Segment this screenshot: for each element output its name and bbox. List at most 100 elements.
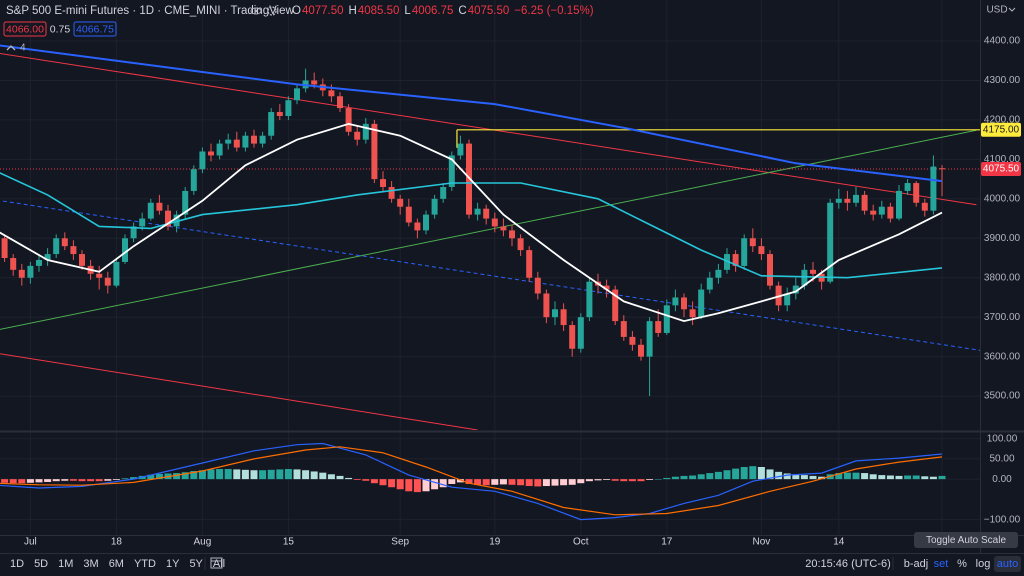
calendar-icon[interactable] (210, 557, 223, 569)
macd-histogram-bar (276, 469, 284, 480)
range-button[interactable]: 5Y (189, 558, 203, 570)
macd-histogram-bar (620, 479, 628, 482)
candle-body (182, 190, 189, 215)
percent-toggle[interactable]: % (957, 558, 967, 570)
macd-histogram-bar (9, 479, 17, 484)
candle-body (139, 218, 146, 227)
candle-body (655, 321, 662, 333)
session-toggle[interactable]: set (934, 558, 949, 570)
spread: 0.75 (50, 23, 71, 35)
range-button[interactable]: 3M (83, 558, 98, 570)
macd-histogram-bar (345, 477, 353, 480)
candle-body (233, 139, 240, 148)
candle-body (440, 186, 447, 199)
candle-body (448, 155, 455, 187)
macd-histogram-bar (370, 479, 378, 484)
candle-body (681, 297, 687, 310)
buy-box[interactable] (73, 21, 117, 37)
range-button[interactable]: 1Y (166, 558, 180, 570)
price-pane (0, 44, 980, 430)
candle-body (337, 96, 343, 109)
candle-body (861, 194, 868, 211)
currency-dropdown[interactable] (1008, 7, 1016, 12)
macd-histogram-bar (921, 476, 929, 480)
range-button[interactable]: 5D (34, 558, 48, 570)
candle-body (586, 281, 593, 318)
macd-histogram-bar (577, 479, 585, 484)
macd-histogram-bar (542, 479, 550, 487)
macd-histogram-bar (508, 479, 516, 485)
macd-histogram-bar (818, 476, 826, 480)
macd-histogram-bar (611, 479, 619, 481)
candle-body (165, 210, 171, 227)
macd-histogram-bar (534, 479, 542, 487)
y-tick-label: 4200.00 (984, 115, 1021, 126)
bottom-toolbar (0, 553, 1024, 576)
macd-histogram-bar (112, 479, 120, 480)
range-button[interactable]: 6M (109, 558, 124, 570)
candle-body (268, 112, 275, 136)
x-tick-label: Aug (194, 537, 212, 548)
candle-body (646, 321, 653, 357)
range-button[interactable]: 1D (10, 558, 24, 570)
candle-body (526, 250, 533, 278)
candle-body (104, 277, 111, 286)
candle-body (483, 208, 490, 219)
candle-body (715, 269, 722, 278)
range-button[interactable]: 1M (58, 558, 73, 570)
macd-histogram-bar (603, 479, 611, 480)
collapse-icon[interactable] (6, 45, 16, 51)
macd-histogram-bar (938, 475, 946, 480)
macd-line (0, 442, 943, 521)
toolbar-items: 1D 5D 1M 3M 6M YTD 1Y 5Y All (10, 558, 225, 570)
range-button[interactable]: YTD (134, 558, 156, 570)
macd-histogram-bar (706, 473, 714, 480)
sell-box[interactable] (3, 21, 47, 37)
header: S&P 500 E-mini Futures · 1D · CME_MINI ·… (3, 5, 1016, 54)
candle-body (835, 198, 842, 203)
candle-body (285, 100, 292, 116)
candle-body (457, 143, 464, 156)
macd-histogram-bar (121, 478, 129, 480)
macd-histogram-bar (560, 479, 568, 486)
macd-histogram-bar (766, 469, 774, 480)
macd-histogram-bar (336, 475, 344, 480)
eye-icon[interactable] (250, 7, 262, 15)
macd-histogram-bar (259, 470, 267, 480)
clock: 20:15:46 (UTC-6) (805, 558, 891, 570)
macd-histogram-bar (800, 475, 808, 480)
candle-body (517, 238, 524, 251)
x-tick-label: 19 (489, 537, 501, 548)
adjust-toggle[interactable]: b-adj (904, 558, 928, 570)
candle-body (509, 230, 515, 239)
x-tick-label: Jul (24, 537, 37, 548)
tooltip-bg (914, 532, 1018, 548)
macd-histogram-bar (689, 475, 697, 480)
macd-histogram-bar (207, 469, 215, 480)
macd-histogram-bar (44, 479, 52, 482)
candle-body (560, 309, 567, 326)
auto-toggle[interactable]: auto (997, 558, 1018, 570)
macd-histogram-bar (482, 479, 490, 486)
macd-histogram-bar (628, 479, 636, 482)
macd-histogram-bar (869, 474, 877, 480)
candle-body (741, 238, 748, 266)
macd-histogram-bar (95, 479, 103, 482)
macd-histogram-bar (697, 474, 705, 480)
buy-price: 4066.75 (76, 23, 114, 35)
candle-body (844, 198, 851, 203)
currency[interactable]: USD (986, 5, 1007, 16)
log-toggle[interactable]: log (976, 558, 991, 570)
last-price-label-bg (981, 162, 1021, 177)
candle-body (216, 143, 223, 156)
ohlc-value: 4077.50 (302, 5, 344, 17)
last-price-label: 4075.50 (983, 164, 1020, 175)
macd-histogram-bar (293, 469, 301, 480)
macd-histogram-bar (740, 467, 748, 480)
candle-body (328, 90, 335, 97)
grid (0, 0, 980, 535)
settings-icon[interactable] (267, 6, 277, 16)
candle-body (887, 206, 894, 219)
